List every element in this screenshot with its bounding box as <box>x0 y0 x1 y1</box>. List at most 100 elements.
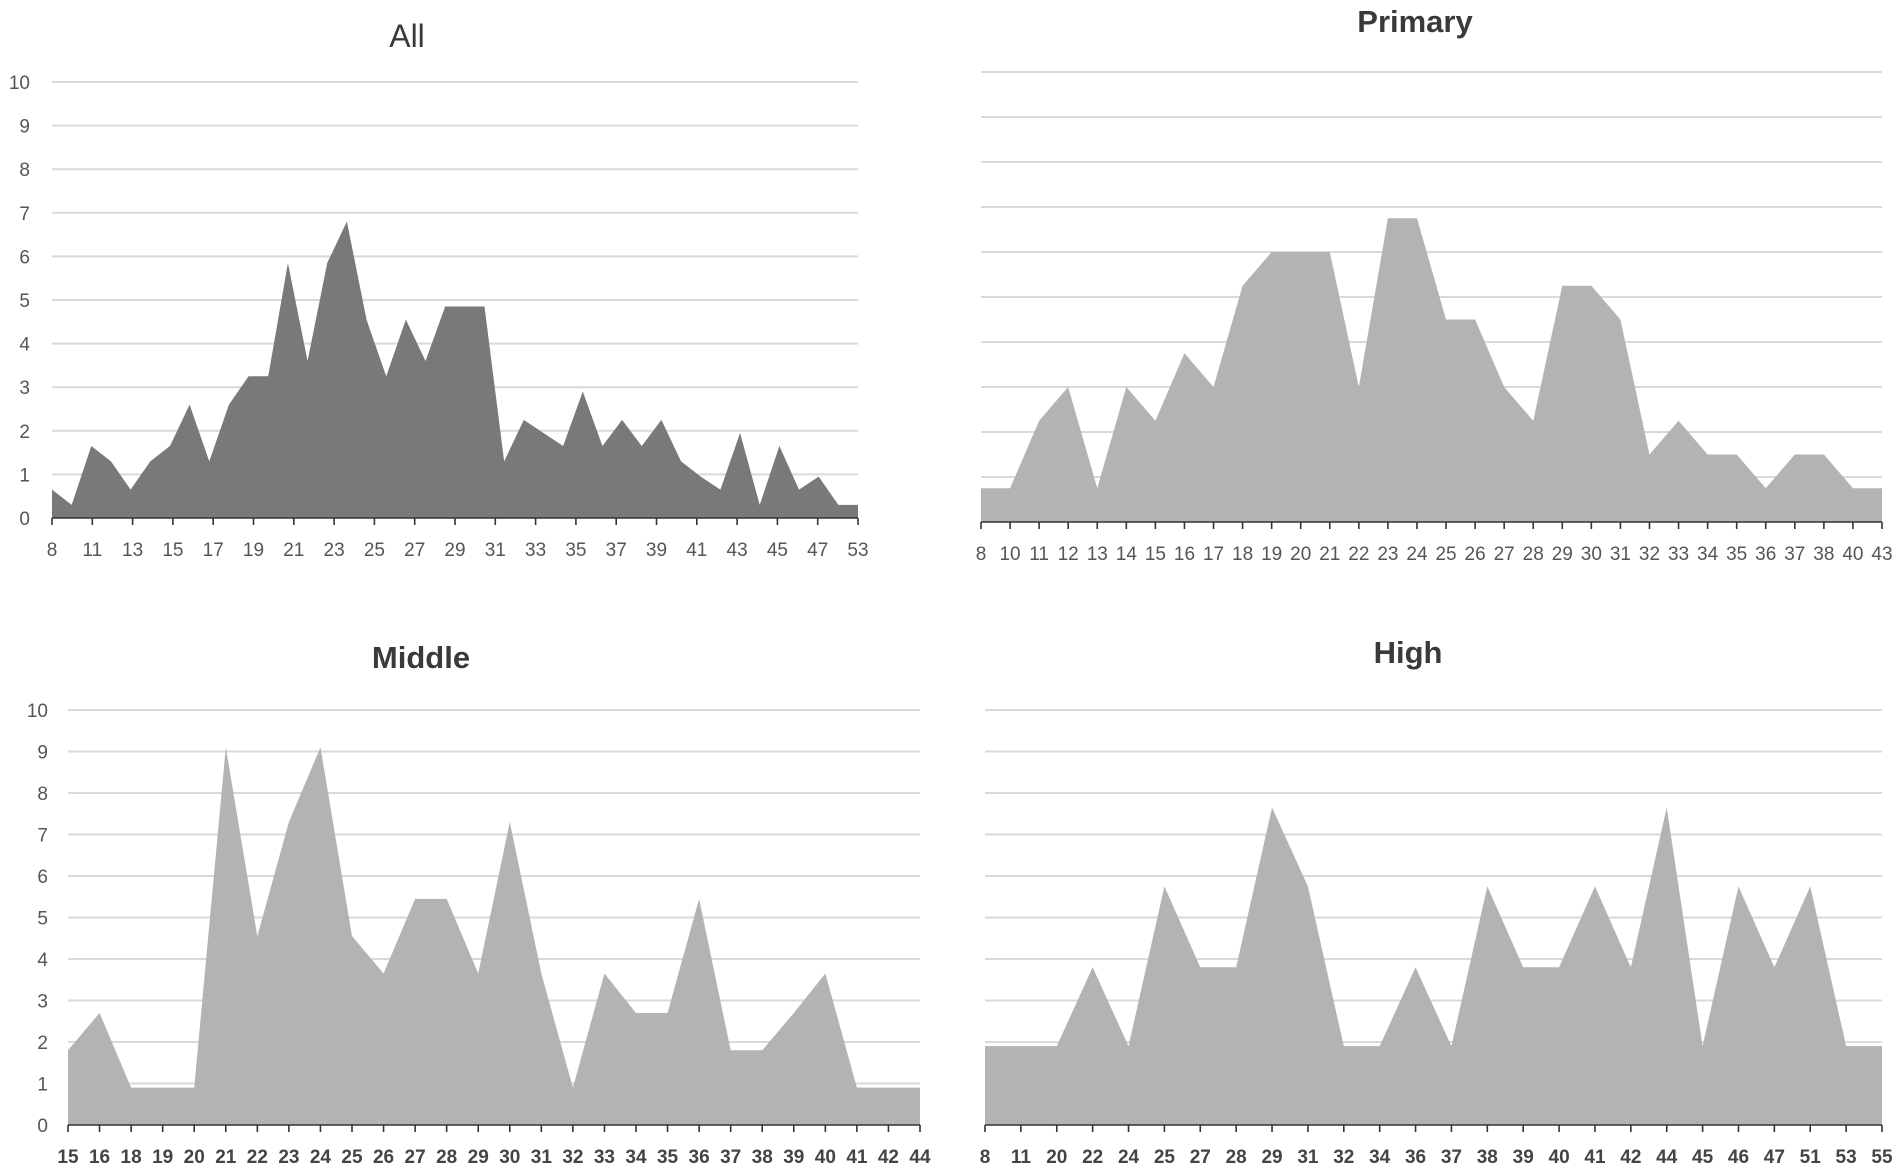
x-tick-label-high-15: 39 <box>1513 1147 1534 1168</box>
y-tick-label-middle-9: 9 <box>37 743 48 764</box>
x-tick-label-primary-9: 18 <box>1232 544 1253 565</box>
y-tick-label-all-6: 6 <box>19 247 30 268</box>
x-tick-label-all-7: 23 <box>324 540 345 561</box>
x-tick-label-high-25: 55 <box>1871 1147 1893 1168</box>
x-tick-label-primary-12: 21 <box>1319 544 1340 565</box>
x-tick-label-high-18: 42 <box>1620 1147 1641 1168</box>
chart-panel-primary: 8 10 11 12 13 14 15 16 17 18 19 20 21 22 23 24 25 26 27 28 2… <box>976 4 1893 565</box>
x-tick-label-primary-21: 30 <box>1581 544 1602 565</box>
x-tick-label-middle-20: 36 <box>689 1147 710 1168</box>
x-tick-label-high-21: 46 <box>1728 1147 1749 1168</box>
x-tick-label-high-10: 32 <box>1333 1147 1354 1168</box>
x-tick-label-middle-18: 34 <box>625 1147 647 1168</box>
x-tick-label-primary-26: 35 <box>1726 544 1747 565</box>
x-tick-label-primary-7: 16 <box>1174 544 1195 565</box>
x-tick-label-all-20: 53 <box>847 540 868 561</box>
y-tick-label-all-2: 2 <box>19 422 30 443</box>
y-tick-label-all-4: 4 <box>19 335 30 356</box>
x-tick-label-middle-12: 28 <box>436 1147 457 1168</box>
x-tick-label-middle-22: 38 <box>752 1147 773 1168</box>
x-tick-label-primary-23: 32 <box>1639 544 1660 565</box>
x-tick-label-primary-20: 29 <box>1552 544 1573 565</box>
y-tick-label-all-0: 0 <box>19 509 30 530</box>
x-tick-label-primary-5: 14 <box>1116 544 1138 565</box>
x-tick-label-all-0: 8 <box>47 540 58 561</box>
x-tick-label-primary-3: 12 <box>1058 544 1079 565</box>
x-tick-label-high-2: 20 <box>1046 1147 1067 1168</box>
area-series-middle <box>68 747 920 1125</box>
x-tick-label-all-8: 25 <box>364 540 385 561</box>
x-tick-label-middle-17: 33 <box>594 1147 615 1168</box>
x-tick-label-high-12: 36 <box>1405 1147 1426 1168</box>
x-tick-label-middle-1: 16 <box>89 1147 110 1168</box>
x-tick-label-middle-5: 21 <box>215 1147 237 1168</box>
y-tick-label-middle-2: 2 <box>37 1033 48 1054</box>
x-tick-label-high-24: 53 <box>1836 1147 1857 1168</box>
area-series-all <box>52 221 858 518</box>
x-tick-label-primary-1: 10 <box>999 544 1020 565</box>
x-tick-label-all-1: 11 <box>82 540 102 561</box>
x-tick-label-primary-29: 38 <box>1813 544 1834 565</box>
chart-title-high: High <box>1374 635 1443 670</box>
x-tick-label-middle-26: 42 <box>878 1147 899 1168</box>
x-tick-label-primary-17: 26 <box>1465 544 1486 565</box>
x-tick-label-middle-2: 18 <box>121 1147 142 1168</box>
y-tick-label-all-3: 3 <box>19 378 30 399</box>
y-tick-label-all-1: 1 <box>19 465 30 486</box>
chart-title-primary: Primary <box>1357 4 1473 39</box>
x-tick-label-high-11: 34 <box>1369 1147 1391 1168</box>
x-tick-label-all-14: 37 <box>606 540 627 561</box>
x-tick-label-primary-0: 8 <box>976 544 987 565</box>
x-tick-label-primary-6: 15 <box>1145 544 1166 565</box>
x-tick-label-middle-7: 23 <box>278 1147 299 1168</box>
x-tick-label-all-16: 41 <box>686 540 707 561</box>
x-tick-label-high-6: 27 <box>1190 1147 1211 1168</box>
x-tick-label-high-20: 45 <box>1692 1147 1714 1168</box>
x-tick-label-high-0: 8 <box>980 1147 991 1168</box>
y-tick-label-middle-10: 10 <box>27 701 48 722</box>
x-tick-label-all-12: 33 <box>525 540 546 561</box>
x-tick-label-all-17: 43 <box>727 540 748 561</box>
x-tick-label-middle-24: 40 <box>815 1147 836 1168</box>
x-tick-label-all-18: 45 <box>767 540 788 561</box>
chart-title-all: All <box>389 18 425 54</box>
x-tick-label-high-13: 37 <box>1441 1147 1462 1168</box>
y-tick-label-middle-5: 5 <box>37 909 48 930</box>
x-tick-label-all-4: 17 <box>203 540 224 561</box>
x-tick-label-all-15: 39 <box>646 540 667 561</box>
y-tick-label-all-10: 10 <box>9 73 30 94</box>
x-tick-label-primary-24: 33 <box>1668 544 1689 565</box>
x-tick-label-all-13: 35 <box>565 540 586 561</box>
x-tick-label-primary-11: 20 <box>1290 544 1311 565</box>
x-tick-label-middle-14: 30 <box>499 1147 520 1168</box>
x-tick-label-high-19: 44 <box>1656 1147 1678 1168</box>
y-tick-label-middle-6: 6 <box>37 867 48 888</box>
x-tick-label-primary-31: 43 <box>1871 544 1892 565</box>
x-tick-label-high-8: 29 <box>1261 1147 1282 1168</box>
x-tick-label-middle-27: 44 <box>909 1147 931 1168</box>
x-tick-label-high-7: 28 <box>1226 1147 1247 1168</box>
x-tick-label-middle-15: 31 <box>531 1147 553 1168</box>
y-tick-label-all-8: 8 <box>19 160 30 181</box>
x-tick-label-high-16: 40 <box>1549 1147 1570 1168</box>
area-series-primary <box>981 218 1882 522</box>
x-tick-label-middle-6: 22 <box>247 1147 268 1168</box>
x-tick-label-middle-9: 25 <box>341 1147 363 1168</box>
x-tick-label-high-14: 38 <box>1477 1147 1498 1168</box>
x-tick-label-middle-23: 39 <box>783 1147 804 1168</box>
x-tick-label-primary-14: 23 <box>1377 544 1398 565</box>
y-tick-label-all-7: 7 <box>19 204 30 225</box>
x-tick-label-primary-19: 28 <box>1523 544 1544 565</box>
x-tick-label-primary-30: 40 <box>1842 544 1863 565</box>
chart-title-middle: Middle <box>372 640 470 675</box>
x-tick-label-primary-15: 24 <box>1406 544 1428 565</box>
x-tick-label-all-5: 19 <box>243 540 264 561</box>
x-tick-label-all-3: 15 <box>162 540 183 561</box>
x-tick-label-primary-10: 19 <box>1261 544 1282 565</box>
x-tick-label-middle-0: 15 <box>57 1147 79 1168</box>
x-tick-label-primary-22: 31 <box>1610 544 1631 565</box>
x-tick-label-middle-3: 19 <box>152 1147 173 1168</box>
x-tick-label-primary-2: 11 <box>1029 544 1049 565</box>
